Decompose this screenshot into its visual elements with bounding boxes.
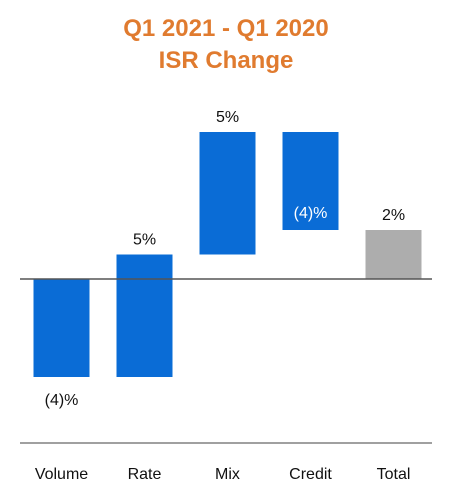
data-label-total: 2%	[382, 207, 405, 224]
category-label-rate: Rate	[128, 466, 162, 483]
data-label-rate: 5%	[133, 232, 156, 249]
bar-credit	[282, 132, 339, 230]
category-label-volume: Volume	[35, 466, 88, 483]
category-label-mix: Mix	[215, 466, 240, 483]
data-label-credit: (4)%	[294, 205, 328, 222]
chart-title-line-1: Q1 2021 - Q1 2020	[123, 15, 329, 42]
category-label-credit: Credit	[289, 466, 332, 483]
data-label-mix: 5%	[216, 109, 239, 126]
bar-volume	[33, 279, 90, 377]
bar-rate	[116, 254, 173, 377]
chart-title-line-2: ISR Change	[158, 47, 294, 74]
bar-mix	[199, 132, 256, 255]
category-label-total: Total	[377, 466, 411, 483]
data-label-volume: (4)%	[45, 392, 79, 409]
bar-total	[365, 230, 422, 279]
